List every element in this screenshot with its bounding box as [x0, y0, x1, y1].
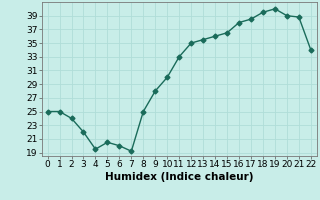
X-axis label: Humidex (Indice chaleur): Humidex (Indice chaleur) [105, 172, 253, 182]
